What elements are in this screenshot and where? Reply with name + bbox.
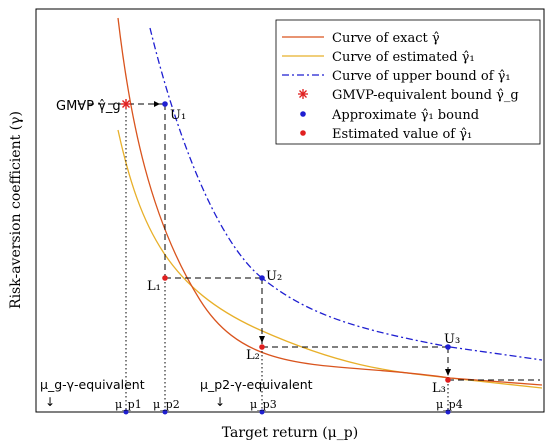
- gmvp-asterisk-marker: [121, 99, 131, 109]
- marker-U1: [162, 101, 168, 107]
- tick-label-mu-p1: μ_p1: [115, 398, 142, 411]
- legend-label-approx: Approximate γ̂₁ bound: [331, 108, 479, 123]
- axis-tick-dots: [123, 409, 451, 415]
- label-U3: U₃: [444, 332, 460, 347]
- legend-swatch-asterisk: [298, 89, 308, 99]
- marker-L3: [445, 377, 451, 383]
- legend-swatch-blue-dot: [300, 111, 306, 117]
- label-L2: L₂: [246, 348, 260, 363]
- mu-p2-equivalent-label: μ_p2-γ-equivalent: [200, 377, 313, 392]
- legend-box: [275, 19, 541, 145]
- staircase-arrowheads: [154, 101, 451, 376]
- tick-label-mu-p4: μ_p4: [436, 398, 463, 411]
- gmvp-annotation: GMVP γ̂_g: [56, 99, 121, 114]
- legend-label-gmvp: GMVP-equivalent bound γ̂_g: [332, 88, 519, 103]
- mu-g-equivalent-arrow: ↓: [45, 395, 55, 409]
- x-axis-label: Target return (μ_p): [222, 425, 358, 441]
- marker-L2: [259, 344, 265, 350]
- mu-g-equivalent-label: μ_g-γ-equivalent: [40, 377, 145, 392]
- marker-L1: [162, 275, 168, 281]
- label-L1: L₁: [147, 279, 161, 294]
- tick-label-mu-p2: μ_p2: [153, 398, 180, 411]
- label-U1: U₁: [170, 108, 186, 123]
- legend-label-upper: Curve of upper bound of γ̂₁: [332, 69, 511, 84]
- mu-p2-equivalent-arrow: ↓: [215, 395, 225, 409]
- curve-exact-gamma: [117, 17, 543, 386]
- staircase-dashes: [78, 103, 540, 381]
- label-L3: L₃: [432, 381, 446, 396]
- legend-swatch-red-dot: [300, 130, 306, 136]
- legend-label-exact: Curve of exact γ̂: [332, 31, 440, 46]
- tick-label-mu-p3: μ_p3: [250, 398, 277, 411]
- y-axis-label: Risk-aversion coefficient (γ): [8, 111, 24, 309]
- label-U2: U₂: [266, 269, 282, 284]
- marker-U2: [259, 275, 265, 281]
- legend-label-estimated: Curve of estimated γ̂₁: [332, 50, 475, 65]
- curve-upper-bound-gamma1: [149, 27, 543, 361]
- legend: Curve of exact γ̂ Curve of estimated γ̂₁…: [275, 19, 541, 145]
- plot-frame: [35, 8, 545, 413]
- marker-U3: [445, 344, 451, 350]
- dotted-drop-lines: [125, 104, 449, 412]
- legend-label-estimated-value: Estimated value of γ̂₁: [332, 127, 472, 142]
- curve-estimated-gamma1: [117, 129, 543, 389]
